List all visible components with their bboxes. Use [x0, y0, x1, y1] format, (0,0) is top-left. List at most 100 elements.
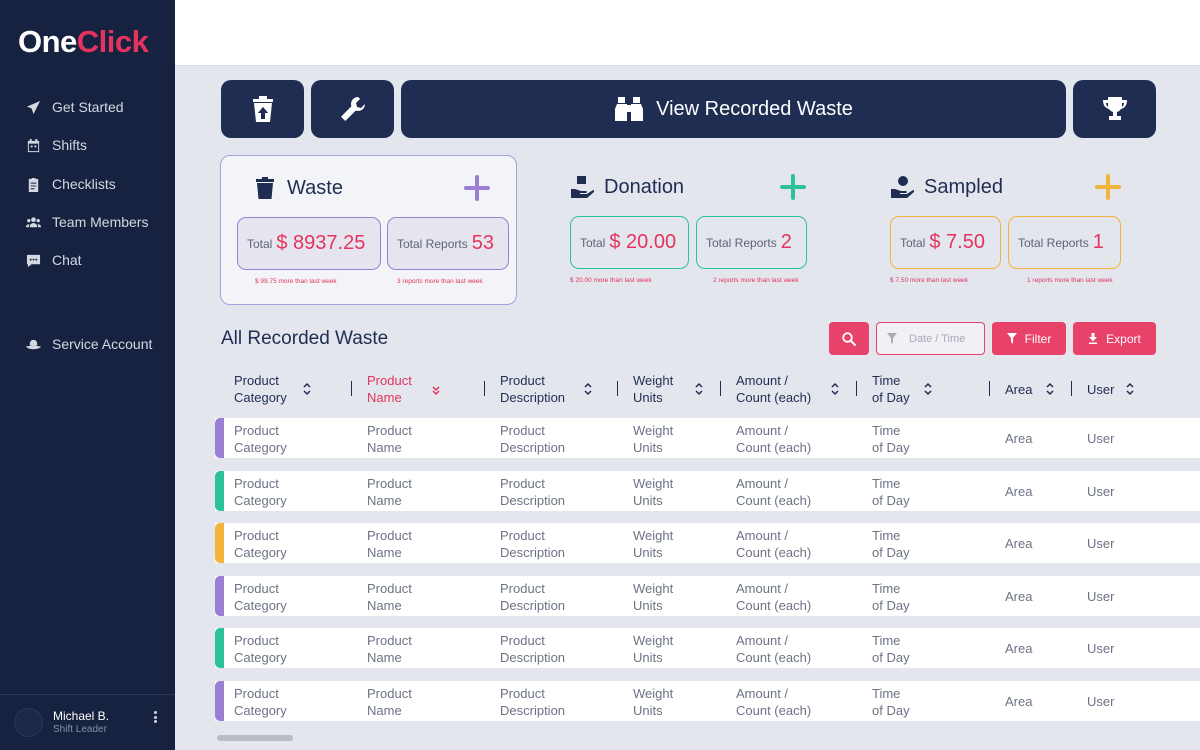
table-cell: Time of Day	[872, 686, 910, 718]
column-header[interactable]: Area	[1005, 382, 1033, 397]
record-type-indicator	[215, 681, 224, 721]
table-cell: Weight Units	[633, 476, 674, 508]
table-cell: Time of Day	[872, 528, 910, 560]
table-cell: Product Description	[500, 686, 566, 718]
trophy-icon	[1102, 97, 1127, 120]
column-header[interactable]: Time of Day	[872, 373, 910, 405]
sort-icon[interactable]	[695, 382, 703, 396]
app-logo[interactable]: OneClick	[18, 24, 149, 59]
sidebar: OneClick Get Started Shifts Checklists T…	[0, 0, 175, 750]
view-recorded-waste-button[interactable]: View Recorded Waste	[401, 80, 1066, 138]
table-row[interactable]: Product Category Product Name Product Descrip…	[215, 471, 1200, 511]
column-header[interactable]: User	[1087, 382, 1115, 397]
record-waste-button[interactable]	[221, 80, 304, 138]
table-cell: Weight Units	[633, 423, 674, 455]
table-cell: Area	[1005, 484, 1033, 499]
table-cell: Amount / Count (each)	[736, 581, 812, 613]
table-cell: Amount / Count (each)	[736, 423, 812, 455]
sort-icon[interactable]	[432, 382, 440, 396]
date-time-input[interactable]: Date / Time	[876, 322, 985, 355]
sidebar-item-get-started[interactable]: Get Started	[24, 95, 124, 119]
column-header[interactable]: Weight Units	[633, 373, 674, 405]
record-type-indicator	[215, 471, 224, 511]
sort-icon[interactable]	[1046, 382, 1054, 396]
sort-icon[interactable]	[831, 382, 839, 396]
search-button[interactable]	[829, 322, 869, 355]
sidebar-item-service-account[interactable]: Service Account	[24, 332, 152, 356]
column-header[interactable]: Product Name	[367, 373, 412, 405]
more-options-icon[interactable]	[150, 709, 160, 725]
sidebar-item-shifts[interactable]: Shifts	[24, 133, 87, 157]
table-cell: User	[1087, 641, 1115, 656]
add-donation-icon[interactable]	[780, 174, 806, 200]
column-separator	[351, 381, 352, 396]
sort-icon[interactable]	[584, 382, 592, 396]
table-cell: User	[1087, 536, 1115, 551]
table-cell: Amount / Count (each)	[736, 686, 812, 718]
sort-icon[interactable]	[303, 382, 311, 396]
scrollbar-thumb[interactable]	[217, 735, 293, 741]
table-cell: Product Description	[500, 581, 566, 613]
leaderboard-button[interactable]	[1073, 80, 1156, 138]
table-row[interactable]: Product Category Product Name Product Descrip…	[215, 576, 1200, 616]
sampled-card[interactable]: Sampled Total $ 7.50 Total Reports 1 $ 7.5…	[858, 155, 1148, 305]
table-cell: Amount / Count (each)	[736, 476, 812, 508]
table-cell: User	[1087, 484, 1115, 499]
column-separator	[617, 381, 618, 396]
waste-card[interactable]: Waste Total $ 8937.25 Total Reports 53 $ 9…	[220, 155, 517, 305]
table-cell: Product Name	[367, 528, 412, 560]
export-button[interactable]: Export	[1073, 322, 1156, 355]
waste-reports-box: Total Reports 53	[387, 217, 509, 270]
column-separator	[989, 381, 990, 396]
sampled-reports-note: 1 reports more than last week	[1027, 277, 1113, 284]
sidebar-item-checklists[interactable]: Checklists	[24, 172, 116, 196]
table-cell: Area	[1005, 431, 1033, 446]
table-cell: Product Name	[367, 423, 412, 455]
funnel-icon	[1006, 333, 1017, 344]
column-header[interactable]: Product Category	[234, 373, 287, 405]
table-cell: Time of Day	[872, 423, 910, 455]
table-cell: User	[1087, 589, 1115, 604]
date-time-placeholder: Date / Time	[909, 332, 966, 345]
table-cell: Area	[1005, 694, 1033, 709]
column-header[interactable]: Amount / Count (each)	[736, 373, 812, 405]
table-cell: Time of Day	[872, 581, 910, 613]
table-cell: Product Category	[234, 633, 287, 665]
chat-icon	[24, 251, 42, 269]
record-type-indicator	[215, 576, 224, 616]
donation-card[interactable]: Donation Total $ 20.00 Total Reports 2 $ 2…	[538, 155, 828, 305]
table-cell: Product Category	[234, 476, 287, 508]
column-separator	[1071, 381, 1072, 396]
table-cell: Time of Day	[872, 476, 910, 508]
table-row[interactable]: Product Category Product Name Product Descrip…	[215, 418, 1200, 458]
table-row[interactable]: Product Category Product Name Product Descrip…	[215, 681, 1200, 721]
sidebar-item-chat[interactable]: Chat	[24, 248, 82, 272]
table-row[interactable]: Product Category Product Name Product Descrip…	[215, 628, 1200, 668]
settings-button[interactable]	[311, 80, 394, 138]
record-type-indicator	[215, 628, 224, 668]
table-cell: Product Category	[234, 686, 287, 718]
table-cell: Product Description	[500, 423, 566, 455]
sort-icon[interactable]	[1126, 382, 1134, 396]
horizontal-scrollbar[interactable]	[215, 734, 1200, 742]
column-header[interactable]: Product Description	[500, 373, 566, 405]
table-row[interactable]: Product Category Product Name Product Descrip…	[215, 523, 1200, 563]
sidebar-item-team-members[interactable]: Team Members	[24, 210, 148, 234]
trash-icon	[256, 177, 274, 199]
download-icon	[1089, 333, 1098, 344]
user-profile: Michael B. Shift Leader	[0, 694, 175, 750]
user-name: Michael B.	[53, 709, 110, 723]
table-cell: Weight Units	[633, 633, 674, 665]
avatar[interactable]	[14, 708, 43, 737]
binoculars-icon	[615, 97, 644, 121]
column-separator	[720, 381, 721, 396]
sort-icon[interactable]	[924, 382, 932, 396]
table-cell: Time of Day	[872, 633, 910, 665]
sidebar-item-label: Shifts	[52, 137, 88, 153]
add-sampled-icon[interactable]	[1095, 174, 1121, 200]
add-waste-icon[interactable]	[464, 175, 490, 201]
sidebar-item-label: Checklists	[52, 176, 116, 192]
filter-button[interactable]: Filter	[992, 322, 1066, 355]
calendar-icon	[24, 136, 42, 154]
donation-box-icon	[571, 176, 594, 198]
